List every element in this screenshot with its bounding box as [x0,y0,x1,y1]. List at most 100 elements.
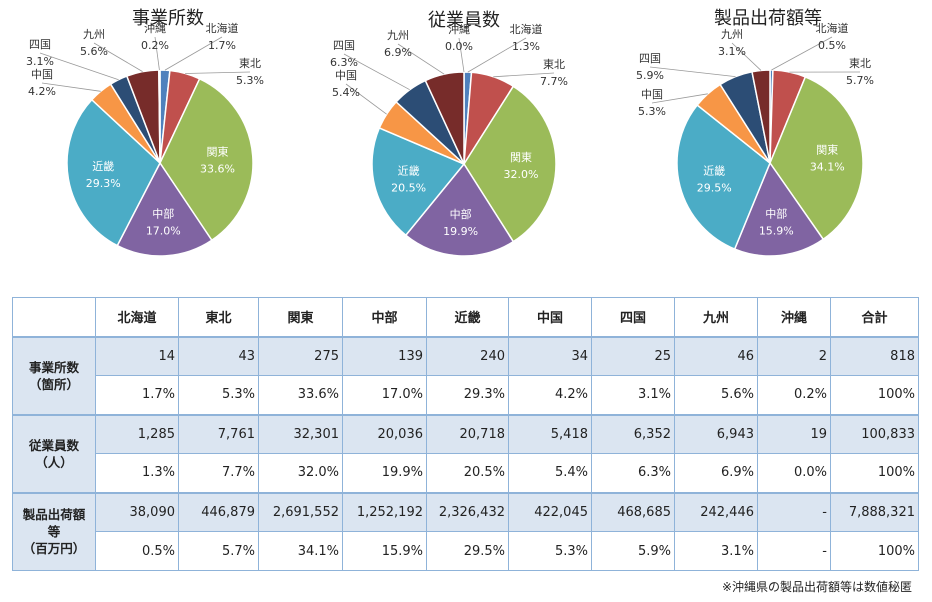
table-cell-count: 7,888,321 [830,491,919,532]
footnote: ※沖縄県の製品出荷額等は数値秘匿 [721,580,912,594]
row-header: 事業所数 （箇所） [12,335,96,415]
data-table: 北海道 東北 関東 中部 近畿 中国 四国 九州 沖縄 合計 事業所数 （箇所） 14 43 275 139 2… [12,297,919,571]
leader-line [154,36,160,71]
table-cell-percent: 20.5% [426,453,509,493]
slice-category-label: 北海道 [510,22,543,36]
table-row-percent: 1.7% 5.3% 33.6% 17.0% 29.3% 4.2% 3.1% 5.6% 0.2% 1… [13,375,919,415]
table-cell-percent: 1.7% [95,375,179,415]
table-cell-count: 1,252,192 [342,491,427,532]
table-cell-count: 6,943 [674,413,758,454]
slice-value-label: 3.1% [718,45,746,58]
slice-category-label: 東北 [239,57,261,70]
table-cell-count: 1,285 [95,413,179,454]
slice-value-label: 5.3% [638,105,666,118]
column-header: 九州 [674,297,758,337]
table-cell-percent: 100% [830,453,919,493]
leader-line [343,53,410,91]
table-cell-count: 14 [95,335,179,376]
table-cell-percent: 100% [830,531,919,571]
table-cell-percent: 5.7% [178,531,259,571]
slice-category-label: 沖縄 [144,21,166,35]
table-cell-percent: 33.6% [258,375,343,415]
pie-chart-1: 事業所数 北海道 1.7%東北 5.3% 関東 33.6% 中部 17.0% 近畿 29.3% 中国… [26,8,264,257]
table-cell-percent: 5.6% [674,375,758,415]
column-header: 合計 [830,297,919,337]
slice-value-label: 1.7% [208,39,236,52]
table-row-percent: 0.5% 5.7% 34.1% 15.9% 29.5% 5.3% 5.9% 3.1% -100% [13,531,919,571]
slice-value-label: 15.9% [759,224,794,237]
leader-line [771,36,833,71]
leader-line [185,71,251,74]
column-header: 北海道 [95,297,179,337]
table-cell-count: 46 [674,335,758,376]
table-cell-percent: 4.2% [508,375,592,415]
slice-category-label: 四国 [29,38,51,51]
table-cell-percent: 7.7% [178,453,259,493]
slice-value-label: 5.6% [80,45,108,58]
table-cell-percent: 29.5% [426,531,509,571]
slice-value-label: 0.2% [141,39,169,52]
slice-value-label: 7.7% [540,75,568,88]
pie-slice [66,98,161,247]
slice-category-label: 近畿 [92,159,114,173]
table-cell-count: 275 [258,335,343,376]
table-cell-count: 818 [830,335,919,376]
slice-value-label: 29.5% [697,182,732,195]
pie-slice [733,161,825,257]
pie-charts: 事業所数 北海道1.7%東北5.3%関東33.6%中部17.0%近畿29.3%中国… [26,8,874,257]
table-cell-count: 5,418 [508,413,592,454]
pie-title: 製品出荷額等 [714,8,822,29]
row-header-line: （人） [35,454,73,470]
table-cell-percent: 3.1% [591,375,675,415]
slice-value-label: 29.3% [86,177,121,190]
table-cell-count: 446,879 [178,491,259,532]
slice-value-label: 3.1% [26,55,54,68]
table-cell-percent: 5.3% [508,531,592,571]
table-cell-count: 43 [178,335,259,376]
column-header: 東北 [178,297,259,337]
pie-slice [404,162,515,257]
slice-category-label: 近畿 [703,164,725,178]
slice-category-label: 北海道 [816,21,849,35]
row-header-line: （百万円） [22,541,86,557]
table-cell-count: 240 [426,335,509,376]
slice-category-label: 中国 [335,69,357,82]
column-header: 近畿 [426,297,509,337]
slice-category-label: 九州 [83,28,105,41]
table-cell-count: 422,045 [508,491,592,532]
leader-line [649,66,736,77]
column-header: 関東 [258,297,343,337]
column-header: 四国 [591,297,675,337]
table-cell-percent: 34.1% [258,531,343,571]
slice-value-label: 4.2% [28,85,56,98]
table-cell-percent: - [757,531,831,571]
table-cell-count: 2 [757,335,831,376]
table-cell-count: 34 [508,335,592,376]
table-cell-count: - [757,491,831,532]
table-cell-percent: 32.0% [258,453,343,493]
slice-category-label: 中国 [641,88,663,101]
slice-value-label: 17.0% [146,225,181,238]
table-cell-count: 32,301 [258,413,343,454]
slice-value-label: 0.0% [445,40,473,53]
table-row-count: 従業員数 （人） 1,285 7,761 32,301 20,036 20,718 5,418… [12,413,919,493]
table-cell-percent: 15.9% [342,531,427,571]
slice-category-label: 中部 [152,207,174,221]
column-header: 中部 [342,297,427,337]
table-cell-count: 139 [342,335,427,376]
slice-category-label: 関東 [816,144,838,157]
table-corner-cell [12,297,96,337]
slice-category-label: 関東 [510,151,532,164]
leader-line [731,42,762,71]
slice-value-label: 32.0% [504,168,539,181]
pie-chart-2: 従業員数 北海道 1.3%東北 7.7% 関東 32.0% 中部 19.9% 近畿 20.5% 中国… [330,10,568,257]
table-cell-count: 2,326,432 [426,491,509,532]
table-cell-percent: 100% [830,375,919,415]
slice-category-label: 北海道 [206,21,239,35]
table-cell-count: 6,352 [591,413,675,454]
slice-value-label: 5.4% [332,86,360,99]
pie-slice [676,104,771,251]
slice-value-label: 5.7% [846,74,874,87]
slice-category-label: 東北 [543,58,565,71]
